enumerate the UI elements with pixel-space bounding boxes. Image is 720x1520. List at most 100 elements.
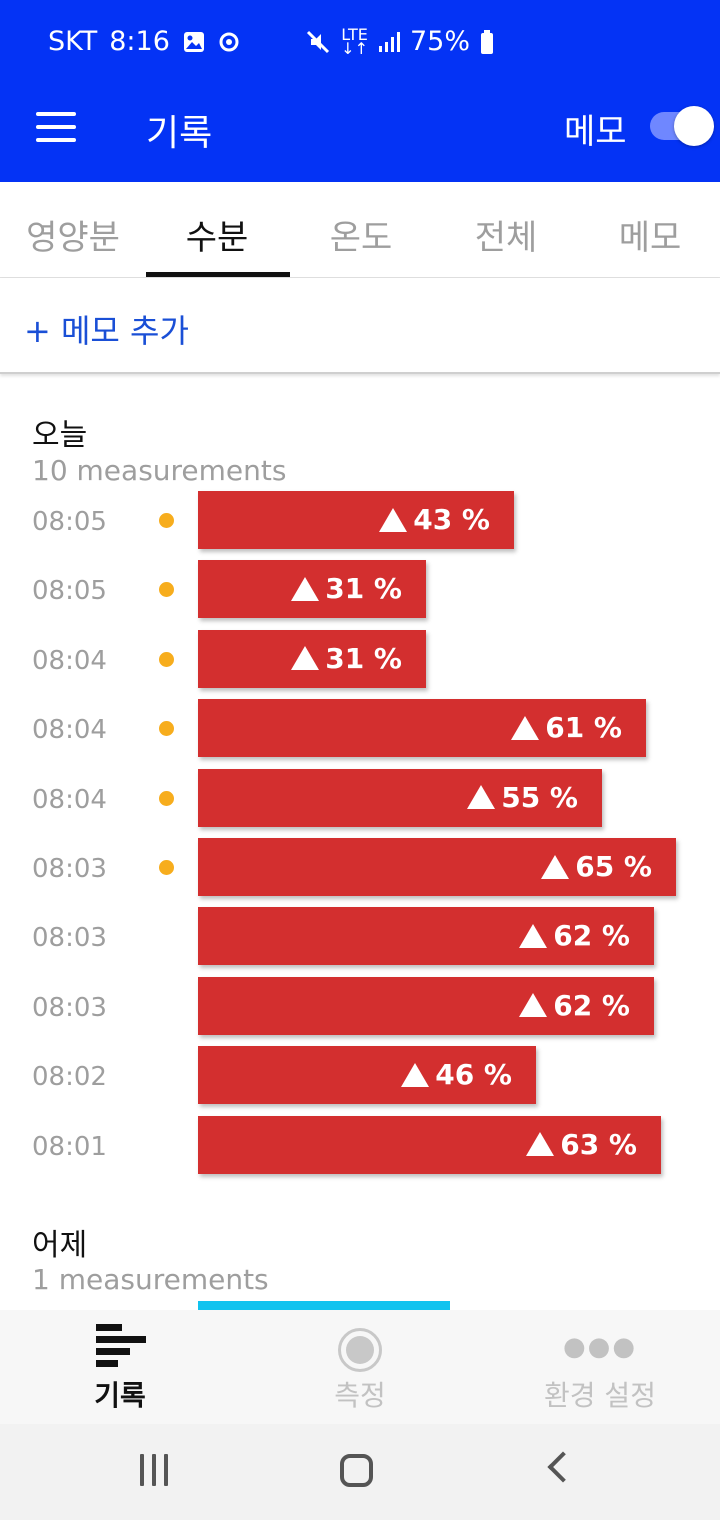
measurement-time: 08:01 xyxy=(32,1131,107,1162)
tab-bar: 영양분 수분 온도 전체 메모 xyxy=(0,182,720,278)
triangle-up-icon xyxy=(526,1132,555,1157)
measurement-value: 31 % xyxy=(291,572,402,605)
triangle-up-icon xyxy=(401,1062,430,1087)
measurement-bar[interactable]: 46 % xyxy=(198,1046,536,1105)
nav-records[interactable]: 기록 xyxy=(0,1310,240,1424)
measurement-value: 43 % xyxy=(379,503,490,536)
measurement-value-text: 31 % xyxy=(325,572,402,606)
measurement-value: 31 % xyxy=(291,642,402,675)
home-icon[interactable] xyxy=(340,1454,373,1487)
battery-text: 75% xyxy=(409,26,470,57)
section-header-yesterday: 어제 xyxy=(32,1228,88,1263)
triangle-up-icon xyxy=(379,507,408,532)
measurement-value-text: 63 % xyxy=(560,1127,637,1161)
nav-settings-label: 환경 설정 xyxy=(544,1379,656,1412)
measurement-bar[interactable]: 62 % xyxy=(198,907,654,966)
memo-toggle-label: 메모 xyxy=(564,112,627,152)
carrier-text: SKT xyxy=(48,26,98,57)
measurement-time: 08:02 xyxy=(32,1062,107,1093)
measurement-value-text: 46 % xyxy=(435,1058,512,1092)
measurement-row[interactable]: 08:04 55 % xyxy=(0,768,720,827)
measurement-value: 46 % xyxy=(401,1058,512,1091)
measurement-time: 08:03 xyxy=(32,992,107,1023)
nav-records-label: 기록 xyxy=(94,1379,146,1412)
memo-dot-icon xyxy=(159,790,174,806)
recent-apps-icon[interactable] xyxy=(140,1454,172,1486)
memo-dot-icon xyxy=(159,513,174,528)
add-memo-button[interactable]: + 메모 추가 xyxy=(0,278,720,374)
status-right: LTE ↓↑ 75% xyxy=(305,26,494,57)
menu-icon[interactable] xyxy=(36,112,76,142)
measurement-row[interactable]: 08:03 65 % xyxy=(0,838,720,896)
measurement-row[interactable]: 08:04 61 % xyxy=(0,699,720,758)
measurement-row[interactable]: 08:03 62 % xyxy=(0,976,720,1035)
measurement-value: 62 % xyxy=(519,919,630,952)
signal-icon xyxy=(378,31,400,52)
triangle-up-icon xyxy=(291,646,320,671)
status-bar: SKT 8:16 LTE ↓↑ 75% xyxy=(0,0,720,84)
measurement-row[interactable]: 08:05 31 % xyxy=(0,560,720,619)
measurement-row[interactable]: 08:05 43 % xyxy=(0,491,720,549)
section-count-today: 10 measurements xyxy=(32,454,287,487)
measure-icon xyxy=(338,1328,382,1372)
triangle-up-icon xyxy=(541,854,570,879)
toggle-knob xyxy=(674,106,714,146)
mute-icon xyxy=(307,30,330,53)
section-count-yesterday: 1 measurements xyxy=(32,1263,269,1296)
triangle-up-icon xyxy=(519,923,548,948)
measurement-bar[interactable]: 61 % xyxy=(198,699,646,758)
memo-dot-icon xyxy=(159,721,174,737)
measurement-value: 63 % xyxy=(526,1128,637,1161)
measurement-row[interactable]: 08:02 46 % xyxy=(0,1046,720,1105)
tab-nutrients[interactable]: 영양분 xyxy=(26,218,120,258)
triangle-up-icon xyxy=(291,576,320,601)
measurement-bar[interactable]: 62 % xyxy=(198,976,654,1035)
triangle-up-icon xyxy=(511,715,540,740)
measurement-time: 08:04 xyxy=(32,784,107,815)
records-icon xyxy=(96,1322,146,1368)
more-icon: ●●● xyxy=(562,1332,638,1362)
measurement-time: 08:04 xyxy=(32,645,107,676)
back-icon[interactable] xyxy=(547,1451,579,1483)
measurement-bar[interactable]: 43 % xyxy=(198,491,514,549)
measurement-time: 08:03 xyxy=(32,854,107,884)
triangle-up-icon xyxy=(467,785,496,810)
lte-icon: LTE ↓↑ xyxy=(341,24,368,58)
memo-toggle[interactable] xyxy=(650,106,714,146)
measurement-row[interactable]: 08:01 63 % xyxy=(0,1115,720,1174)
nav-measure-label: 측정 xyxy=(334,1379,386,1412)
section-header-today: 오늘 xyxy=(32,418,88,453)
measurement-row[interactable]: 08:03 62 % xyxy=(0,907,720,966)
measurement-bar[interactable]: 63 % xyxy=(198,1115,661,1174)
measurement-value-text: 31 % xyxy=(325,641,402,675)
measurement-value-text: 62 % xyxy=(553,988,630,1022)
measurement-bar[interactable]: 55 % xyxy=(198,768,602,827)
measurement-value-text: 55 % xyxy=(501,780,578,814)
memo-dot-icon xyxy=(159,651,174,667)
tab-moisture[interactable]: 수분 xyxy=(185,218,249,258)
measurement-time: 08:05 xyxy=(32,576,107,607)
measurement-time: 08:03 xyxy=(32,923,107,954)
nav-settings[interactable]: ●●● 환경 설정 xyxy=(480,1310,720,1424)
clock-text: 8:16 xyxy=(109,26,170,57)
measurement-bar[interactable]: 31 % xyxy=(198,629,426,688)
app-bar: 기록 메모 xyxy=(0,84,720,182)
tab-temperature[interactable]: 온도 xyxy=(329,218,393,258)
measurement-time: 08:05 xyxy=(32,507,107,537)
tab-memo[interactable]: 메모 xyxy=(618,218,682,258)
system-nav-bar xyxy=(0,1424,720,1520)
battery-icon xyxy=(481,29,493,54)
memo-dot-icon xyxy=(159,860,174,875)
measurement-bar[interactable]: 65 % xyxy=(198,838,676,896)
tab-all[interactable]: 전체 xyxy=(474,218,538,258)
measurement-value: 55 % xyxy=(467,781,578,814)
nav-measure[interactable]: 측정 xyxy=(240,1310,480,1424)
page-title: 기록 xyxy=(146,113,213,154)
measurement-value-text: 61 % xyxy=(545,711,622,745)
measurement-value: 65 % xyxy=(541,850,652,883)
measurement-time: 08:04 xyxy=(32,715,107,746)
assistant-icon xyxy=(219,32,239,51)
measurement-bar[interactable]: 31 % xyxy=(198,560,426,619)
network-text: LTE xyxy=(341,24,368,44)
measurement-row[interactable]: 08:04 31 % xyxy=(0,629,720,688)
